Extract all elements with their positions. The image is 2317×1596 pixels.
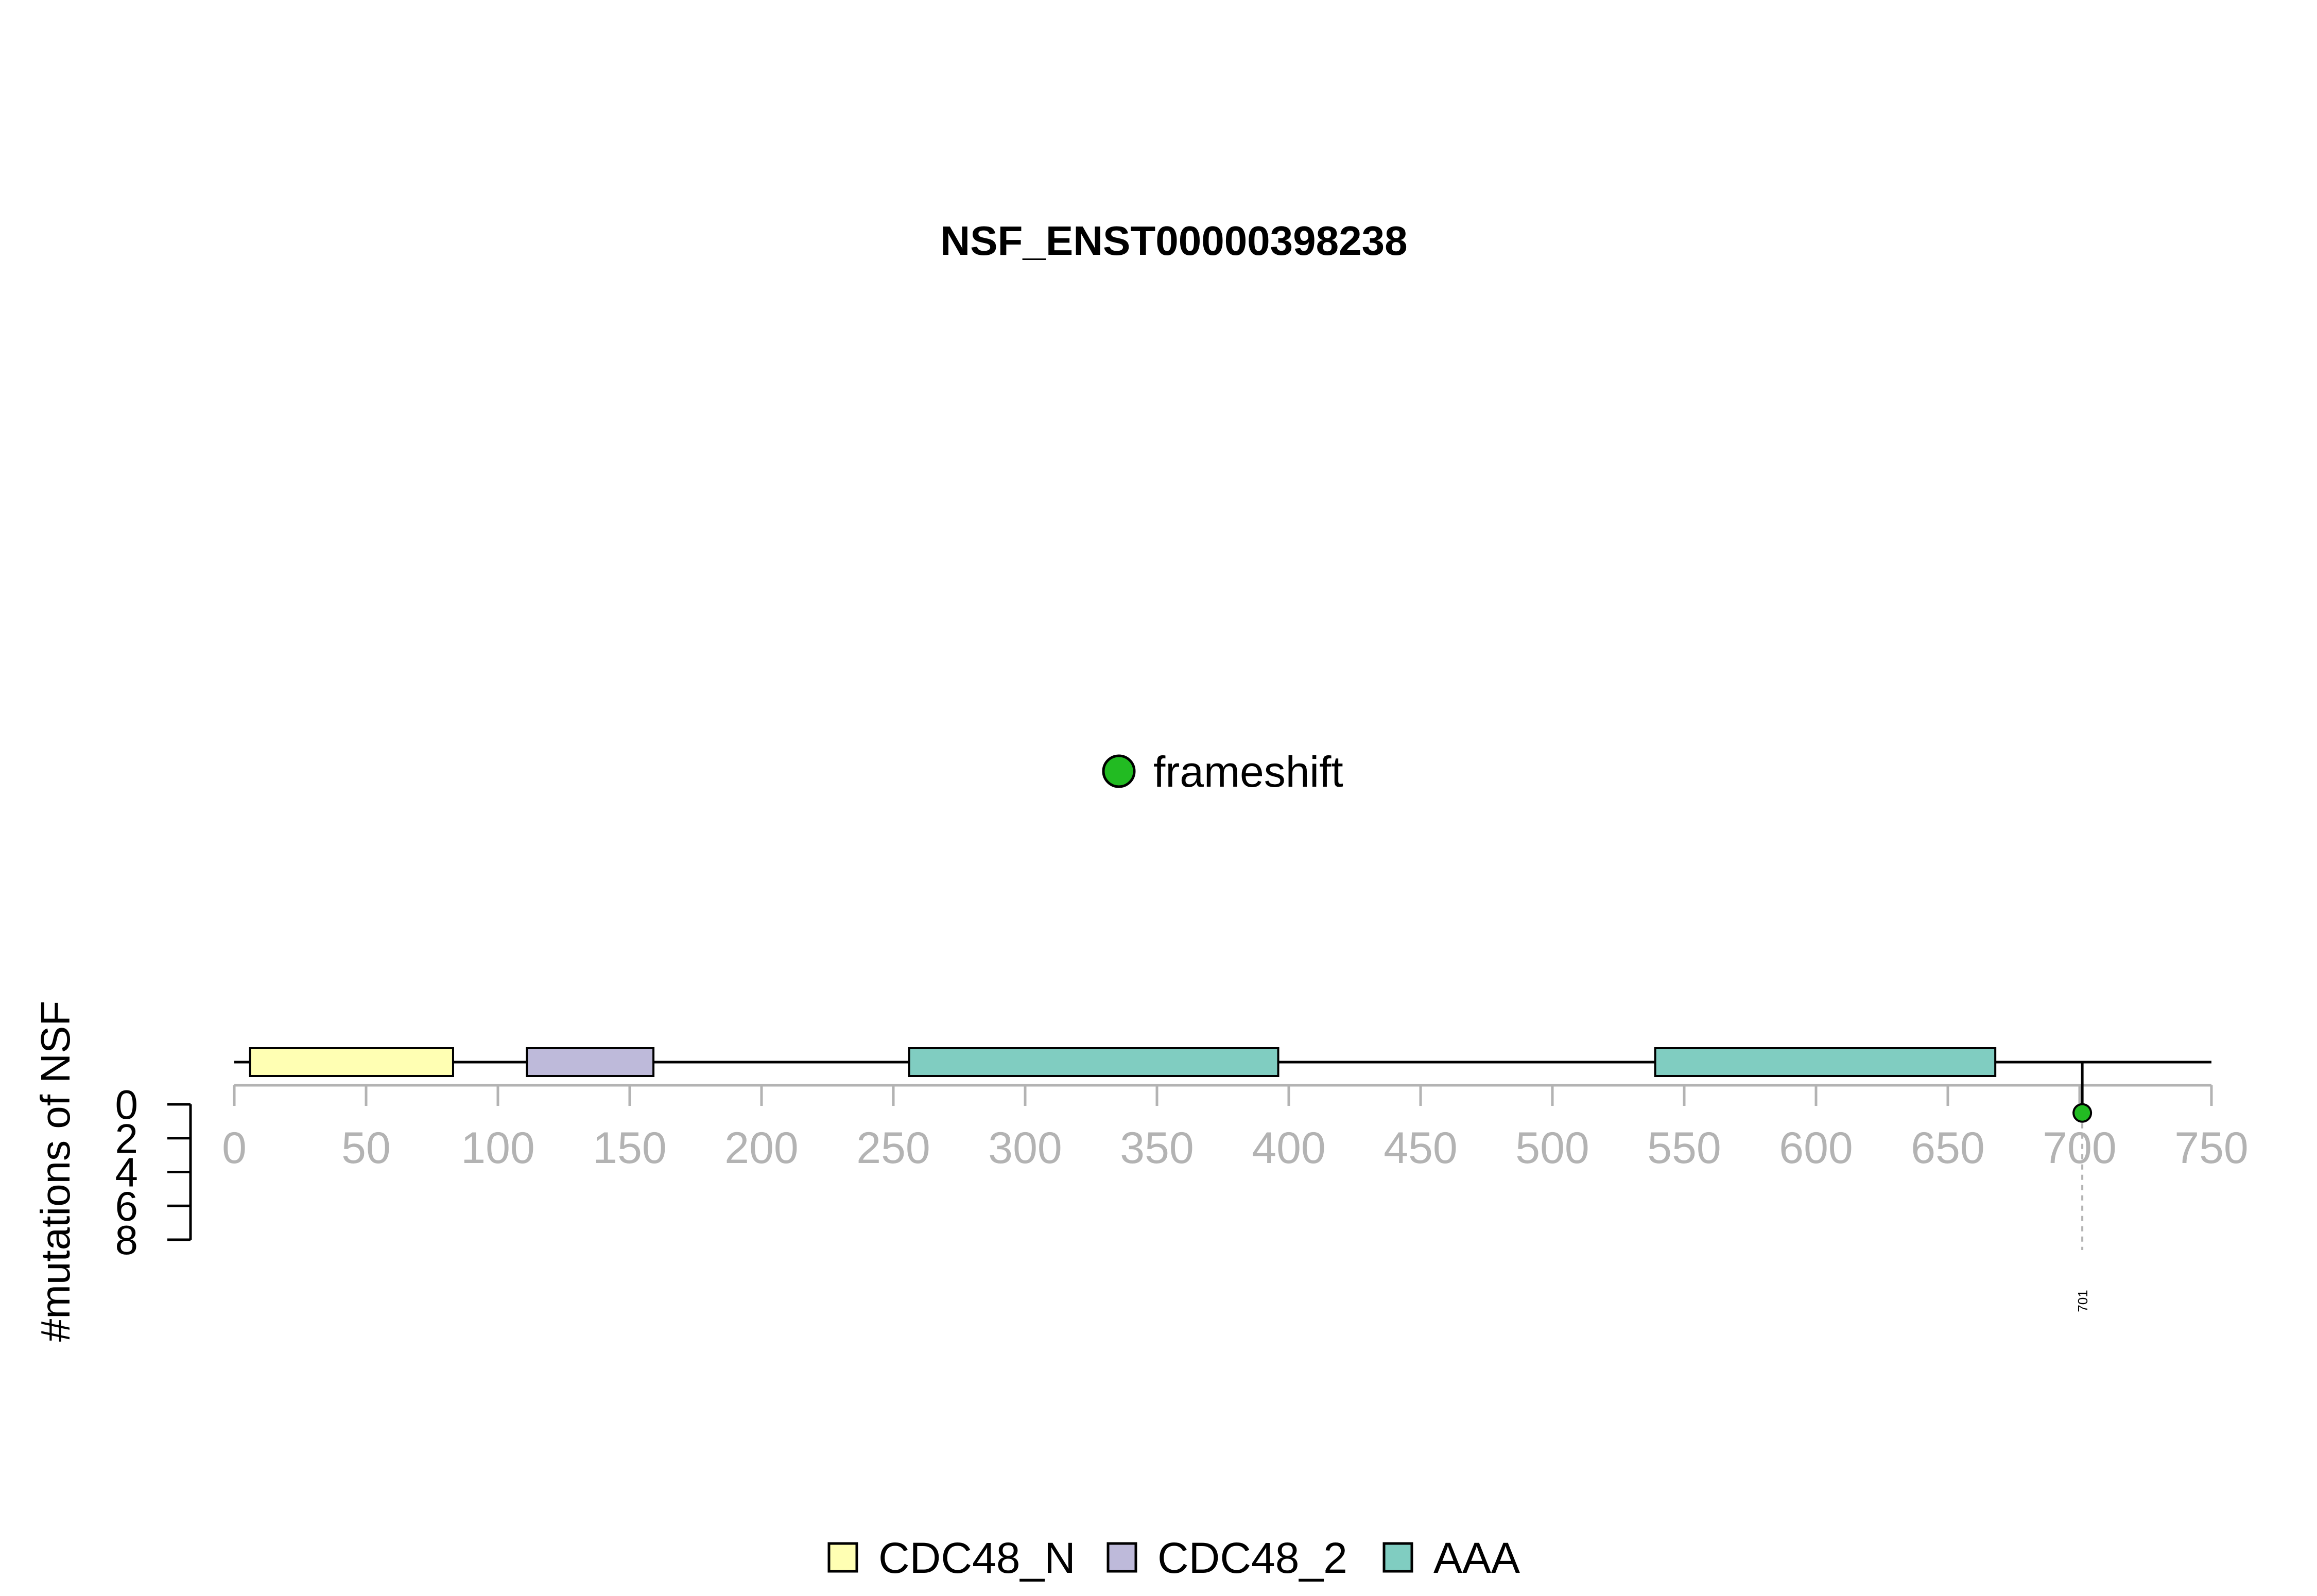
y-tick-label: 2 xyxy=(115,1116,139,1161)
x-tick-label: 550 xyxy=(1647,1123,1721,1173)
y-tick-label: 0 xyxy=(115,1082,139,1127)
x-tick-label: 100 xyxy=(461,1123,535,1173)
x-tick-label: 650 xyxy=(1911,1123,1985,1173)
mutations: 701 xyxy=(2072,1062,2093,1312)
x-tick-label: 750 xyxy=(2174,1123,2249,1173)
x-tick-label: 600 xyxy=(1779,1123,1853,1173)
x-tick-label: 700 xyxy=(2043,1123,2117,1173)
legend-frameshift-dot xyxy=(1102,754,1136,788)
domain-aaa xyxy=(1654,1047,1997,1077)
x-tick-label: 300 xyxy=(988,1123,1062,1173)
x-tick-label: 250 xyxy=(856,1123,930,1173)
domain-aaa xyxy=(908,1047,1279,1077)
domains xyxy=(249,1047,1997,1077)
x-tick-label: 150 xyxy=(593,1123,667,1173)
mutation-position-label: 701 xyxy=(2075,1290,2090,1312)
chart-title: NSF_ENST00000398238 xyxy=(940,218,1407,264)
legend-frameshift-label: frameshift xyxy=(1153,748,1343,796)
legend-label: CDC48_2 xyxy=(1157,1534,1347,1582)
y-tick-label: 6 xyxy=(115,1183,139,1229)
x-tick-label: 400 xyxy=(1252,1123,1326,1173)
legend-label: AAA xyxy=(1433,1534,1520,1582)
x-tick-label: 350 xyxy=(1120,1123,1194,1173)
legend-swatch xyxy=(1382,1542,1413,1573)
domain-legend: CDC48_N CDC48_2 AAA xyxy=(827,1534,1520,1582)
domain-cdc48-n xyxy=(249,1047,454,1077)
y-tick-label: 8 xyxy=(115,1217,139,1263)
x-tick-label: 450 xyxy=(1384,1123,1458,1173)
legend-label: CDC48_N xyxy=(878,1534,1076,1582)
domain-cdc48-2 xyxy=(526,1047,655,1077)
legend-swatch xyxy=(827,1542,858,1573)
y-axis-label: #mutations of NSF xyxy=(32,1001,78,1342)
x-tick-label: 50 xyxy=(341,1123,391,1173)
y-tick-label: 4 xyxy=(115,1150,139,1195)
x-axis: 0 50 100 150 200 250 300 350 400 450 500 550 600 650 7… xyxy=(222,1084,2249,1173)
x-tick-label: 0 xyxy=(222,1123,247,1173)
legend-swatch xyxy=(1106,1542,1137,1573)
x-tick-label: 200 xyxy=(724,1123,799,1173)
mutation-dot xyxy=(2072,1103,2093,1123)
x-tick-label: 500 xyxy=(1515,1123,1589,1173)
mutation-legend: frameshift xyxy=(1102,748,1343,796)
